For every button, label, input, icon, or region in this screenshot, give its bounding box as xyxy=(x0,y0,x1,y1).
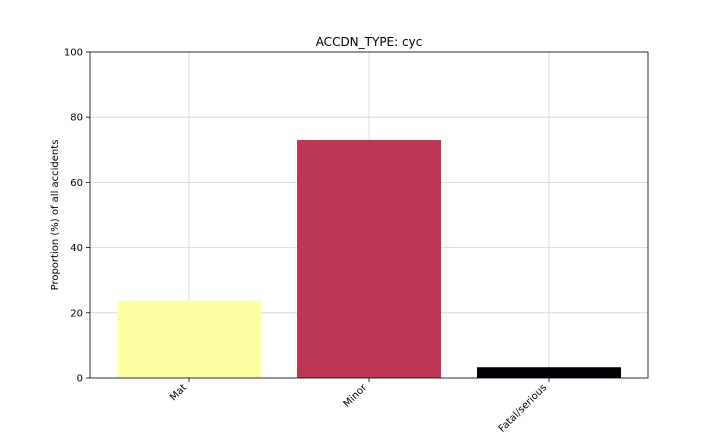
bars-layer xyxy=(117,140,621,378)
y-tick-label: 20 xyxy=(70,308,83,319)
x-tick-label: Minor xyxy=(342,382,370,410)
chart-title: ACCDN_TYPE: cyc xyxy=(316,35,423,49)
y-tick-label: 60 xyxy=(70,178,83,189)
y-tick-label: 100 xyxy=(64,48,83,59)
y-tick-label: 0 xyxy=(77,374,83,385)
y-tick-label: 40 xyxy=(70,243,83,254)
y-tick-label: 80 xyxy=(70,113,83,124)
bar-fatal-serious xyxy=(477,367,621,378)
x-tick-label: Fatal/serious xyxy=(497,382,549,432)
x-tick-label: Mat xyxy=(168,382,189,403)
bar-minor xyxy=(297,140,441,378)
y-axis-label: Proportion (%) of all accidents xyxy=(50,140,61,291)
bar-mat xyxy=(117,300,261,378)
